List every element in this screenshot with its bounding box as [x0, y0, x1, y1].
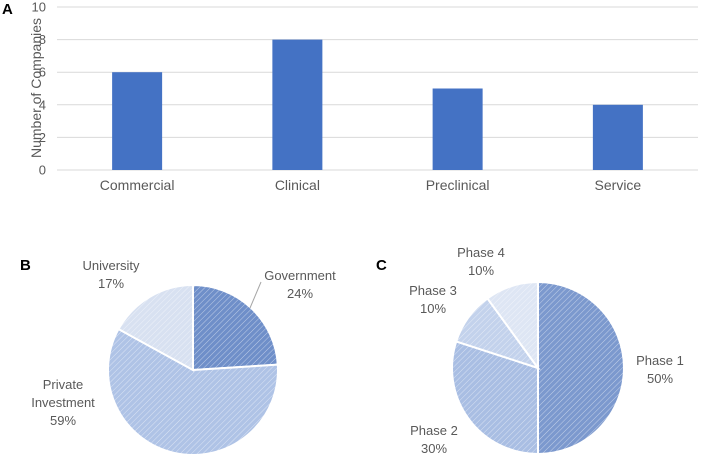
pie-label-text: Phase 2	[410, 423, 458, 438]
pie-percent-label: 10%	[468, 263, 494, 278]
y-tick-label: 2	[39, 130, 46, 145]
panel-b-label: B	[20, 257, 31, 274]
pie-percent-label: 10%	[420, 301, 446, 316]
category-label: Commercial	[100, 177, 175, 193]
pie-percent-label: 17%	[98, 276, 124, 291]
bar-preclinical	[432, 88, 483, 170]
pie-percent-label: 24%	[287, 286, 313, 301]
pie-chart-funding: Government 24% Private Investment 59% Univers…	[31, 258, 336, 456]
bar-clinical	[272, 39, 323, 170]
pie-label-text: Phase 4	[457, 245, 505, 260]
pie-slice-hatch	[538, 282, 624, 454]
pie-percent-label: 59%	[50, 413, 76, 428]
pie-label-text: Phase 1	[636, 353, 684, 368]
bar-commercial	[112, 72, 163, 170]
panel-a-label: A	[2, 1, 13, 18]
y-tick-label: 4	[39, 97, 46, 112]
y-tick-label: 6	[39, 65, 46, 80]
y-tick-label: 8	[39, 32, 46, 47]
pie-label-text: Phase 3	[409, 283, 457, 298]
bar-chart: Number of Companies 0 2 4 6 8 10 Commercial Cl…	[28, 0, 698, 193]
pie-label-text: Government	[264, 268, 336, 283]
category-label: Clinical	[275, 177, 320, 193]
pie-slice-hatch	[107, 329, 279, 455]
bar-service	[592, 104, 643, 170]
pie-label-text: Private	[43, 377, 83, 392]
y-tick-label: 0	[39, 163, 46, 178]
pie-percent-label: 50%	[647, 371, 673, 386]
pie-chart-phases: Phase 1 50% Phase 2 30% Phase 3 10% Phase 4 10%	[409, 245, 684, 456]
pie-slice-hatch	[452, 341, 538, 454]
pie-label-text: Investment	[31, 395, 95, 410]
y-tick-label: 10	[32, 0, 46, 15]
bars	[112, 39, 643, 170]
y-tick-labels: 0 2 4 6 8 10	[32, 0, 46, 178]
pie-slice-hatch	[487, 282, 538, 368]
pie-label-text: University	[82, 258, 140, 273]
category-label: Preclinical	[426, 177, 490, 193]
leader-line	[249, 281, 262, 309]
bar-gridlines	[57, 6, 698, 171]
category-label: Service	[595, 177, 642, 193]
category-labels: Commercial Clinical Preclinical Service	[100, 177, 642, 193]
panel-c-label: C	[376, 257, 387, 274]
pie-slice-hatch	[193, 285, 278, 370]
pie-percent-label: 30%	[421, 441, 447, 456]
y-axis-title: Number of Companies	[28, 18, 44, 158]
pie-slice-hatch	[456, 298, 538, 368]
pie-slice-hatch	[118, 285, 193, 370]
